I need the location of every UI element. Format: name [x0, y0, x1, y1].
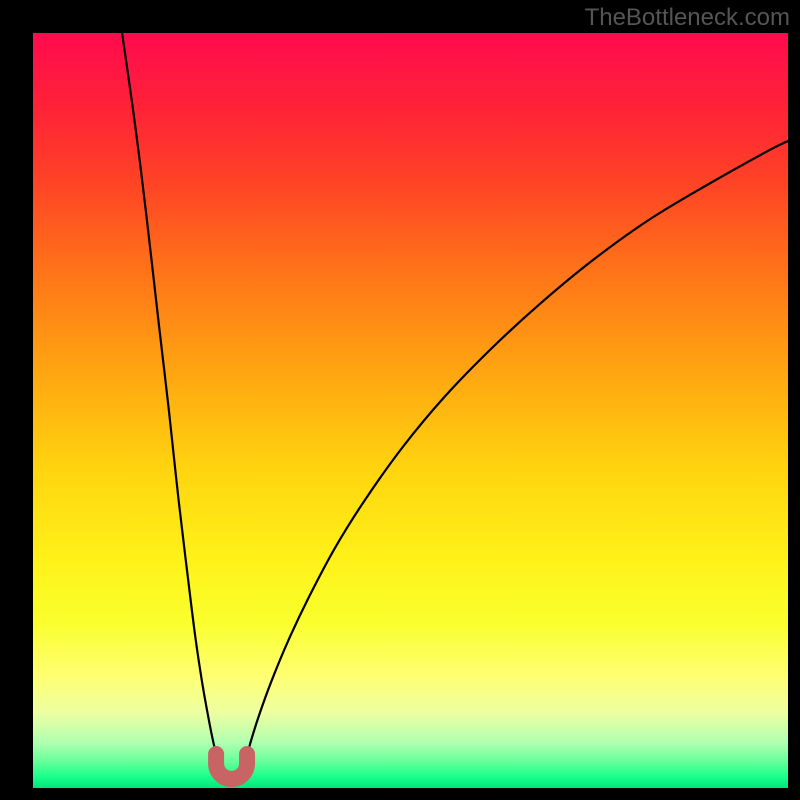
chart-container: { "watermark": { "text": "TheBottleneck.… — [0, 0, 800, 800]
bottleneck-curve-chart — [0, 0, 800, 800]
watermark-text: TheBottleneck.com — [585, 4, 790, 32]
plot-background — [33, 33, 788, 788]
